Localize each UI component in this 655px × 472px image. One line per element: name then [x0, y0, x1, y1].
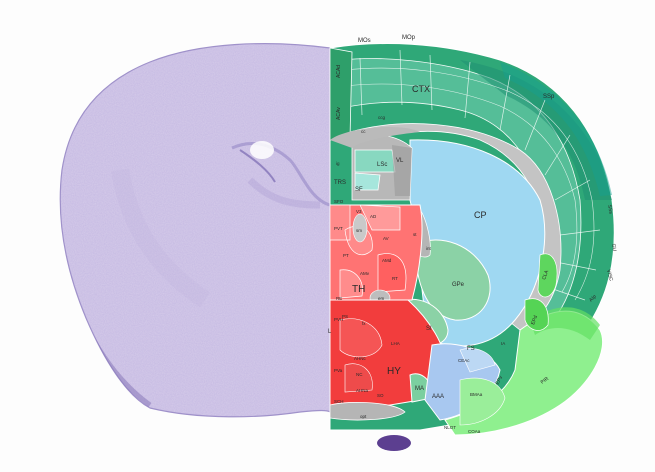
label-AAA: AAA — [432, 394, 444, 400]
label-AMd: AMd — [382, 258, 392, 263]
label-PT: PT — [343, 253, 349, 258]
label-TRS: TRS — [334, 180, 346, 186]
label-EPd: EPd — [530, 315, 539, 326]
label-cc: cc — [361, 129, 366, 134]
label-SSs: SSs — [606, 204, 614, 215]
label-AIp: AIp — [588, 294, 598, 304]
label-AV: AV — [383, 236, 389, 241]
label-ACAv: ACAv — [336, 107, 342, 120]
label-SSp: SSp — [543, 94, 555, 100]
label-fx: fx — [362, 321, 366, 326]
label-HY: HY — [387, 366, 401, 377]
label-PVH: PVH — [334, 317, 343, 322]
label-CEAc: CEAc — [458, 358, 470, 363]
label-em: em — [378, 296, 385, 301]
label-TH: TH — [352, 284, 365, 295]
label-PS: PS — [342, 314, 348, 319]
label-GU: GU — [610, 243, 617, 252]
label-AHNa: AHNa — [356, 388, 369, 393]
label-LHA: LHA — [391, 341, 400, 346]
label-MA: MA — [415, 386, 424, 392]
label-AHNc: AHNc — [354, 356, 367, 361]
label-L: L — [328, 329, 332, 335]
label-VISC: VISC — [605, 269, 614, 282]
label-LSc: LSc — [377, 162, 387, 168]
label-CP: CP — [474, 210, 487, 220]
label-SO: SO — [377, 393, 384, 398]
label-st: st — [413, 232, 417, 237]
label-NC: NC — [356, 372, 363, 377]
label-SI: SI — [426, 326, 432, 332]
label-IA: IA — [501, 341, 505, 346]
label-RT: RT — [392, 276, 398, 281]
label-ACAd: ACAd — [336, 65, 342, 78]
label-NLOT: NLOT — [444, 425, 456, 430]
label-sm: sm — [356, 228, 362, 233]
label-COAa: COAa — [468, 429, 481, 434]
label-RE: RE — [336, 296, 342, 301]
atlas-hemisphere — [329, 43, 615, 436]
label-AMv: AMv — [360, 271, 370, 276]
label-GPe: GPe — [452, 282, 465, 288]
label-MOs: MOs — [358, 38, 371, 44]
label-V3: V3 — [356, 209, 362, 214]
label-SCH: SCH — [334, 399, 344, 404]
label-CTX: CTX — [412, 84, 430, 94]
label-PIR: PIR — [540, 376, 551, 386]
label-VL: VL — [396, 158, 404, 164]
label-PVT: PVT — [334, 226, 343, 231]
label-opt: opt — [360, 414, 367, 419]
label-EPv: EPv — [495, 375, 505, 386]
label-SF: SF — [355, 187, 363, 193]
label-ccg: ccg — [378, 115, 386, 120]
label-FS: FS — [467, 346, 475, 352]
label-AD: AD — [370, 214, 377, 219]
label-BMAa: BMAa — [470, 392, 483, 397]
label-MOp: MOp — [402, 35, 416, 41]
label-CLA: CLA — [541, 269, 550, 281]
label-ig: ig — [336, 161, 340, 166]
atlas-labels: MOs MOp SSp SSs GU VISC AIp PIR ACAd ACA… — [328, 35, 617, 434]
label-PVa: PVa — [334, 368, 343, 373]
nissl-hemisphere — [59, 43, 411, 451]
label-SFO: SFO — [334, 199, 344, 204]
tissue-fragment — [377, 435, 411, 451]
label-int: int — [426, 246, 432, 251]
